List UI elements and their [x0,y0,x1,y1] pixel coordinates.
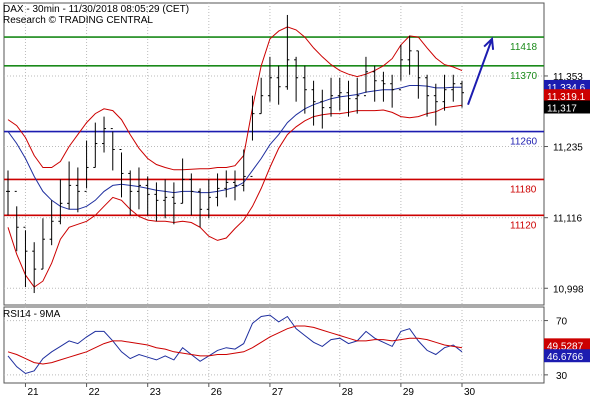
date-tick-label: 21 [27,387,39,398]
price-tag-box [544,89,590,103]
price-tick-label: 11,353 [553,72,583,83]
date-tick-label: 28 [342,387,354,398]
rsi-tick-label: 70 [556,317,568,328]
chart-title: DAX - 30min - 11/30/2018 08:05:29 (CET) [3,4,189,15]
rsi-tick-label: 30 [556,371,568,382]
chart-subtitle: Research © TRADING CENTRAL [3,15,153,26]
horizontal-levels: 11418 11370 11260 11180 11120 [4,36,544,231]
date-tick-label: 27 [272,387,284,398]
level-label-11180: 11180 [510,184,537,195]
projection-arrow [467,36,495,106]
date-tick-label: 29 [403,387,415,398]
price-panel-frame [3,2,545,306]
price-value-tags: 11,334.611,319.111,317 [544,79,590,114]
price-tick-label: 11,235 [553,143,583,154]
level-label-11370: 11370 [510,71,538,82]
rsi-ma-line [7,325,463,365]
price-tag-label: 11,334.6 [547,83,586,94]
price-tick-label: 10,998 [553,284,584,295]
date-tick-label: 30 [464,387,476,398]
price-tag-label: 11,319.1 [547,92,586,103]
price-tag-box [544,100,590,114]
rsi-grid [4,307,544,383]
upper-band-line [7,26,463,171]
level-label-11418: 11418 [510,42,538,53]
rsi-tag-box [544,349,590,363]
price-tick-label: 11,116 [553,214,583,225]
price-tag-label: 11,317 [547,103,577,114]
bollinger-bands [7,26,463,288]
date-axis: 21 22 23 26 27 28 29 30 [24,383,476,398]
level-label-11120: 11120 [510,220,537,231]
price-bars [6,14,464,294]
rsi-line [7,314,463,375]
rsi-lines [7,314,463,375]
lower-band-line [7,104,463,288]
date-tick-label: 22 [89,387,101,398]
projection-arrow-shaft [467,38,493,106]
rsi-tag-box [544,338,590,352]
date-tick-label: 23 [150,387,162,398]
date-tick-label: 26 [211,387,223,398]
price-grid [4,3,544,305]
rsi-tag-label: 49.5287 [547,341,584,352]
rsi-axis: 30 70 [544,317,568,382]
rsi-label: RSI14 - 9MA [3,309,61,320]
rsi-tag-label: 46.6766 [547,352,584,363]
projection-arrow-head [483,36,495,50]
level-label-11260: 11260 [510,137,538,148]
price-axis: 10,998 11,116 11,235 11,353 [544,72,584,295]
